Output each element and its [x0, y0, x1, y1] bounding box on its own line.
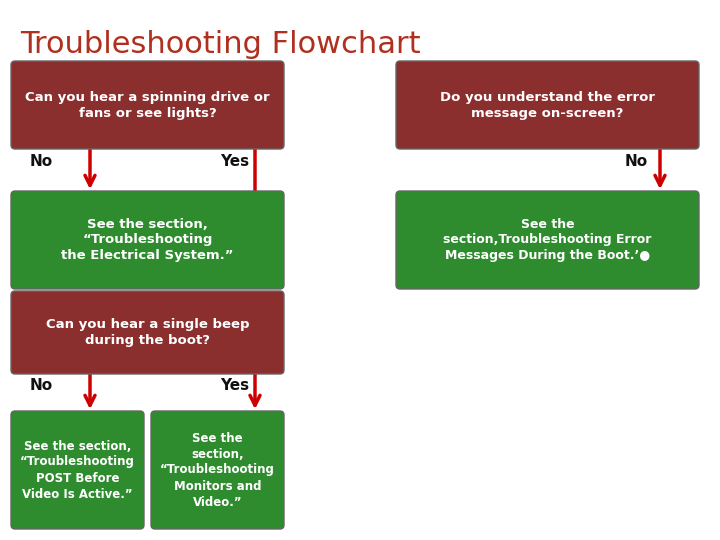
- FancyBboxPatch shape: [11, 291, 284, 374]
- Text: Can you hear a spinning drive or
fans or see lights?: Can you hear a spinning drive or fans or…: [25, 91, 270, 119]
- FancyBboxPatch shape: [11, 61, 284, 149]
- FancyBboxPatch shape: [11, 411, 144, 529]
- FancyBboxPatch shape: [151, 411, 284, 529]
- Text: No: No: [30, 377, 53, 393]
- Text: See the
section,
“Troubleshooting
Monitors and
Video.”: See the section, “Troubleshooting Monito…: [160, 431, 275, 509]
- FancyBboxPatch shape: [11, 191, 284, 289]
- Text: See the section,
“Troubleshooting
the Electrical System.”: See the section, “Troubleshooting the El…: [61, 218, 234, 262]
- Text: Yes: Yes: [220, 377, 249, 393]
- Text: Yes: Yes: [220, 154, 249, 170]
- Text: See the section,
“Troubleshooting
POST Before
Video Is Active.”: See the section, “Troubleshooting POST B…: [20, 440, 135, 501]
- Text: See the
section,Troubleshooting Error
Messages During the Boot.’●: See the section,Troubleshooting Error Me…: [444, 218, 652, 262]
- Text: No: No: [30, 154, 53, 170]
- FancyBboxPatch shape: [396, 191, 699, 289]
- Text: Troubleshooting Flowchart: Troubleshooting Flowchart: [20, 30, 420, 59]
- FancyBboxPatch shape: [396, 61, 699, 149]
- Text: Can you hear a single beep
during the boot?: Can you hear a single beep during the bo…: [46, 318, 249, 347]
- Text: Do you understand the error
message on-screen?: Do you understand the error message on-s…: [440, 91, 655, 119]
- Text: No: No: [625, 154, 648, 170]
